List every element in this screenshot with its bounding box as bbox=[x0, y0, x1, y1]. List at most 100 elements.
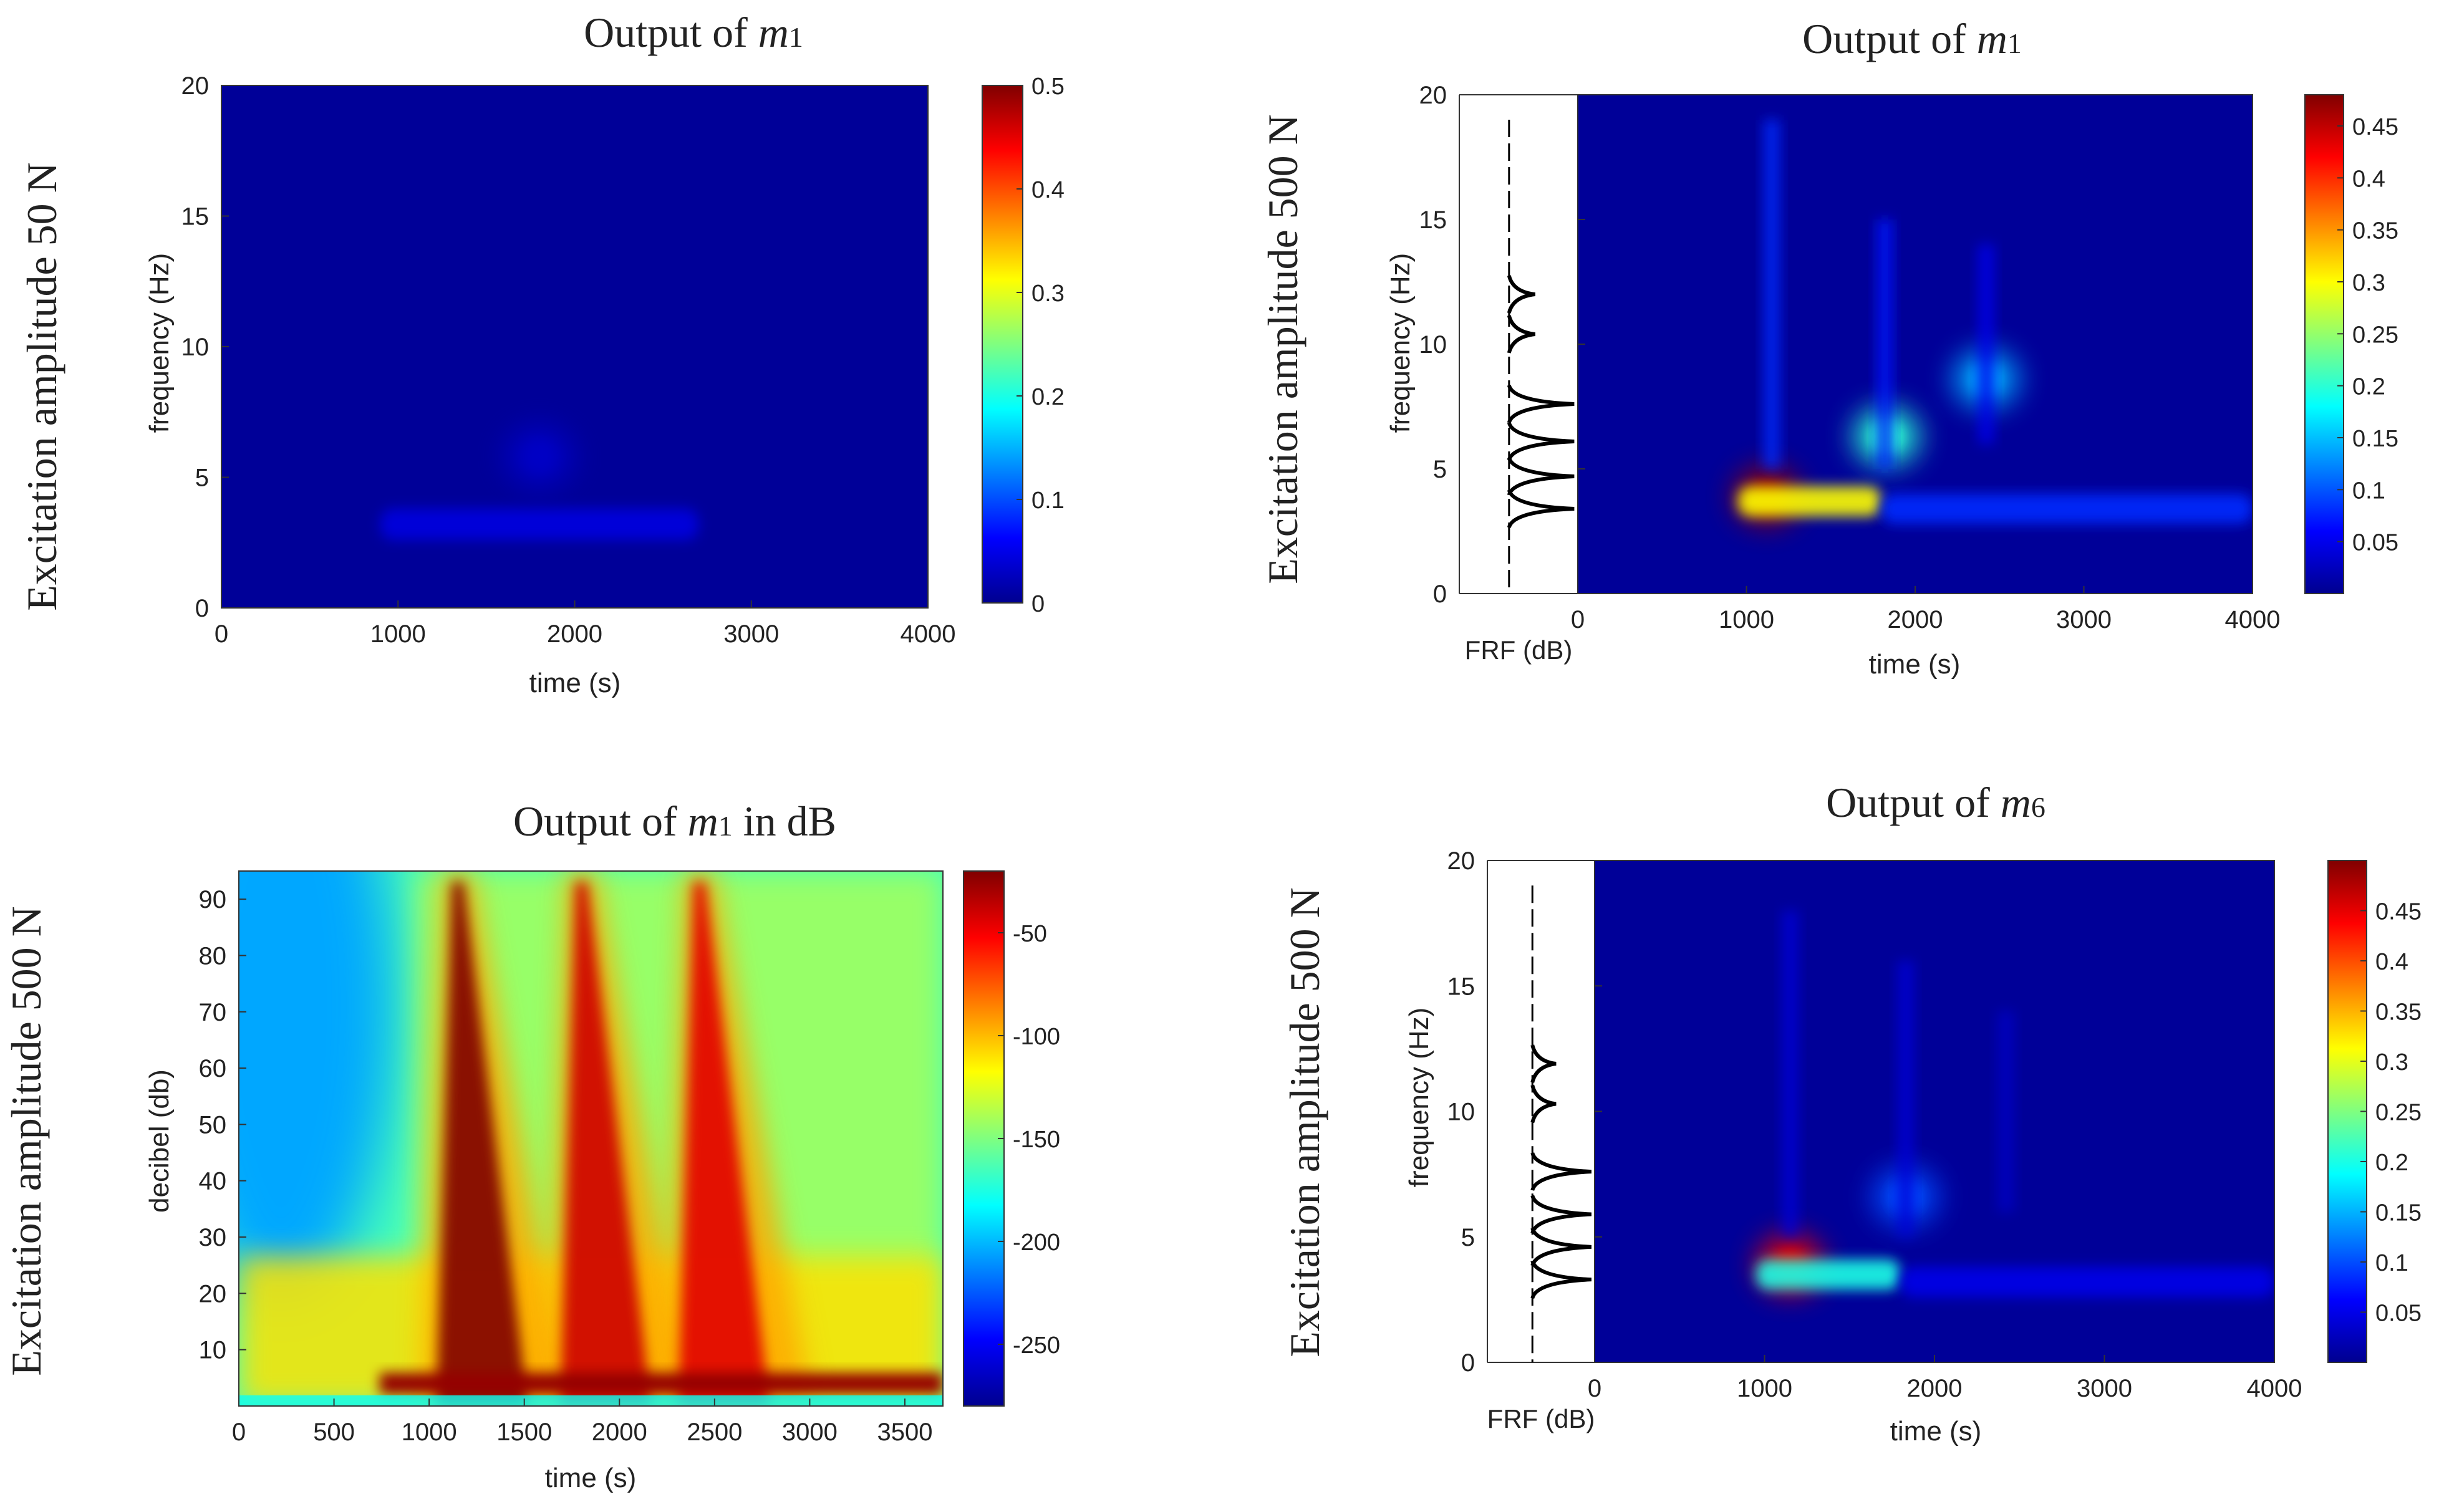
chart-title-variable: m bbox=[1977, 15, 2007, 62]
heatmap-ridge-3 bbox=[1881, 494, 2253, 524]
y-tick-label: 70 bbox=[199, 999, 227, 1026]
heatmap-streak-6 bbox=[1764, 120, 1780, 469]
colorbar-tick-label: 0.4 bbox=[2352, 166, 2385, 192]
frf-resonance-peak bbox=[1507, 315, 1535, 354]
y-tick-label: 5 bbox=[195, 465, 209, 492]
heatmap-area bbox=[1595, 860, 2274, 1362]
heatmap-area bbox=[239, 871, 943, 1406]
colorbar-tick-label: 0.45 bbox=[2352, 114, 2398, 140]
frf-resonance-peak bbox=[1507, 275, 1535, 314]
chart-title-prefix: Output of bbox=[1802, 15, 1977, 62]
heatmap-low-region bbox=[239, 871, 394, 1299]
x-tick-label: 3000 bbox=[782, 1418, 838, 1446]
heatmap-burst-2 bbox=[560, 882, 652, 1406]
colorbar-tick-label: 0.3 bbox=[2352, 270, 2385, 296]
colorbar bbox=[982, 85, 1023, 604]
heatmap-streak-5 bbox=[1782, 910, 1799, 1237]
x-tick-label: 1000 bbox=[402, 1418, 457, 1446]
colorbar-tick-label: -100 bbox=[1013, 1024, 1060, 1050]
x-tick-label: 1000 bbox=[370, 620, 426, 648]
colorbar-tick-label: -150 bbox=[1013, 1127, 1060, 1153]
colorbar-tick-label: 0.2 bbox=[1031, 384, 1065, 410]
y-axis-label: frequency (Hz) bbox=[144, 253, 175, 433]
colorbar-tick-label: -50 bbox=[1013, 921, 1047, 947]
frf-axis-label: FRF (dB) bbox=[1487, 1404, 1595, 1433]
x-tick-label: 1000 bbox=[1719, 606, 1774, 633]
x-tick-label: 2000 bbox=[592, 1418, 647, 1446]
y-axis-label: frequency (Hz) bbox=[1385, 253, 1416, 433]
heatmap-band bbox=[379, 1372, 943, 1395]
chart-panel-4: 0 1000 2000 3000 4000 0 5 10 15 20 time (s) frequen… bbox=[1281, 779, 2422, 1447]
y-tick-label: 10 bbox=[1419, 331, 1447, 359]
colorbar-tick-label: 0.25 bbox=[2352, 322, 2398, 348]
chart-panel-2: 0 1000 2000 3000 4000 0 5 10 15 20 time (s) frequen… bbox=[1259, 15, 2398, 680]
frf-resonance-peak bbox=[1530, 1152, 1591, 1192]
x-axis-label: time (s) bbox=[1890, 1416, 1982, 1447]
chart-title-subscript: 1 bbox=[789, 21, 803, 53]
y-tick-label: 10 bbox=[1447, 1099, 1475, 1126]
chart-title-prefix: Output of bbox=[584, 9, 758, 56]
y-tick-label: 50 bbox=[199, 1111, 227, 1139]
x-tick-label: 0 bbox=[232, 1418, 246, 1446]
frf-resonance-peak bbox=[1530, 1195, 1591, 1234]
y-tick-label: 20 bbox=[1419, 82, 1447, 109]
frf-axis-label: FRF (dB) bbox=[1465, 635, 1573, 665]
row-label: Excitation amplitude 50 N bbox=[18, 162, 65, 611]
y-tick-label: 10 bbox=[181, 334, 210, 361]
heatmap-ridge-2 bbox=[1756, 1259, 1901, 1290]
plot-frame bbox=[238, 870, 944, 1407]
y-tick-label: 20 bbox=[1447, 847, 1475, 875]
row-label: Excitation amplitude 500 N bbox=[1281, 887, 1328, 1357]
chart-title-suffix: in dB bbox=[733, 797, 836, 845]
colorbar-tick-label: 0.3 bbox=[1031, 281, 1065, 307]
chart-title: Output of m1 bbox=[1802, 15, 2022, 62]
heatmap-blob-core-2 bbox=[523, 440, 555, 473]
frf-resonance-peak bbox=[1507, 456, 1575, 496]
y-tick-label: 15 bbox=[1447, 973, 1475, 1000]
colorbar-tick-label: 0.4 bbox=[2375, 949, 2408, 975]
heatmap-streak-6 bbox=[1897, 961, 1914, 1237]
x-axis-label: time (s) bbox=[1869, 649, 1961, 680]
heatmap-burst-3 bbox=[678, 882, 770, 1406]
chart-panel-3: 0 500 1000 1500 2000 2500 3000 3500 10 20 30 40 50 60… bbox=[2, 797, 1060, 1493]
x-tick-label: 2000 bbox=[1888, 606, 1943, 633]
chart-title: Output of m1 bbox=[584, 9, 803, 56]
heatmap-area bbox=[1578, 95, 2253, 594]
colorbar bbox=[2327, 860, 2367, 1363]
colorbar-tick-label: 0.2 bbox=[2352, 374, 2385, 400]
y-tick-label: 15 bbox=[181, 203, 210, 231]
y-tick-label: 0 bbox=[1433, 580, 1447, 608]
chart-title-prefix: Output of bbox=[513, 797, 688, 845]
chart-title-variable: m bbox=[688, 797, 718, 845]
colorbar-tick-label: 0 bbox=[1031, 591, 1045, 617]
chart-title-subscript: 1 bbox=[718, 810, 733, 842]
colorbar-tick-label: 0.05 bbox=[2352, 530, 2398, 556]
x-tick-label: 3000 bbox=[723, 620, 779, 648]
x-axis-label: time (s) bbox=[529, 668, 621, 698]
heatmap-area bbox=[221, 85, 928, 608]
heatmap-streak-7 bbox=[1997, 1011, 2014, 1212]
colorbar-tick-label: 0.1 bbox=[2352, 478, 2385, 504]
colorbar-tick-label: 0.25 bbox=[2375, 1100, 2422, 1126]
x-tick-label: 4000 bbox=[2225, 606, 2281, 633]
colorbar-tick-label: 0.5 bbox=[1031, 74, 1065, 100]
colorbar-tick-label: 0.3 bbox=[2375, 1049, 2408, 1076]
x-tick-label: 4000 bbox=[901, 620, 956, 648]
x-tick-label: 1000 bbox=[1737, 1375, 1792, 1402]
y-tick-label: 0 bbox=[195, 595, 209, 622]
heatmap-floor-band bbox=[239, 1395, 943, 1406]
frf-resonance-peak bbox=[1530, 1227, 1591, 1266]
row-label: Excitation amplitude 500 N bbox=[2, 906, 50, 1376]
x-tick-label: 4000 bbox=[2247, 1375, 2302, 1402]
frf-resonance-peak bbox=[1507, 489, 1575, 529]
chart-title-subscript: 6 bbox=[2031, 791, 2045, 823]
heatmap-ridge-2 bbox=[1737, 486, 1881, 516]
frf-resonance-peak bbox=[1507, 421, 1575, 461]
x-tick-label: 500 bbox=[313, 1418, 355, 1446]
y-tick-label: 20 bbox=[181, 72, 210, 100]
chart-title-subscript: 1 bbox=[2007, 27, 2022, 59]
colorbar bbox=[2304, 94, 2344, 594]
y-tick-label: 5 bbox=[1433, 456, 1447, 483]
